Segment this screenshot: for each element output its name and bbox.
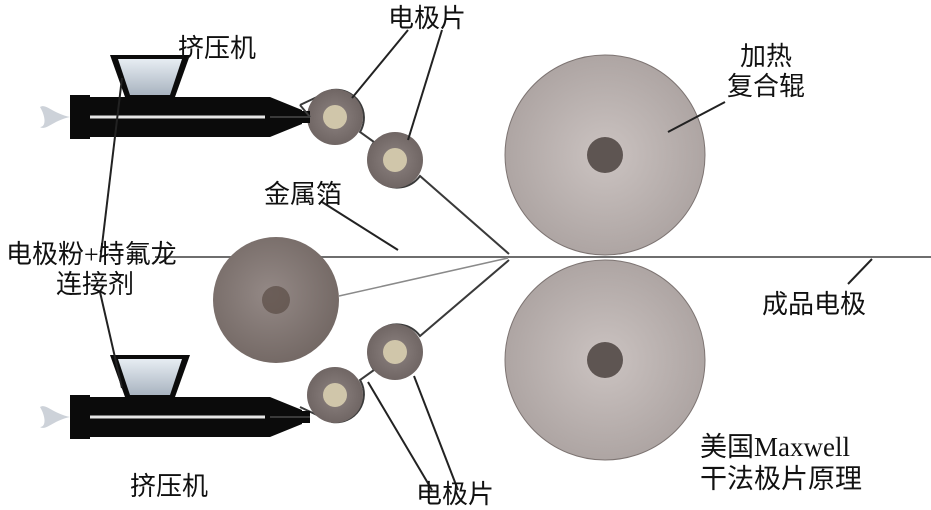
caption-l1: 美国Maxwell <box>700 432 850 463</box>
label-extruder-bottom: 挤压机 <box>130 472 208 502</box>
caption-l2: 干法极片原理 <box>700 464 862 495</box>
extruder-bottom <box>40 355 310 439</box>
heated-roller-bottom <box>505 260 705 460</box>
diagram-canvas: 挤压机 挤压机 电极片 电极片 金属箔 加热 复合辊 电极粉+特氟龙 连接剂 成… <box>0 0 931 510</box>
electrode-sheet-bottom-path <box>300 260 509 422</box>
label-finished-electrode: 成品电极 <box>762 290 866 320</box>
extruder-top <box>40 55 310 139</box>
label-metal-foil: 金属箔 <box>264 180 342 210</box>
guide-roller-1 <box>307 89 363 145</box>
label-extruder-top: 挤压机 <box>178 34 256 64</box>
guide-roller-3 <box>307 367 363 423</box>
extrudate-top <box>300 105 310 117</box>
label-heated-roller-l2: 复合辊 <box>727 72 805 102</box>
label-electrode-sheet-top: 电极片 <box>388 4 466 34</box>
foil-feed-line <box>339 258 508 296</box>
label-heated-roller-l1: 加热 <box>740 42 792 72</box>
electrode-sheet-top-path <box>300 90 509 254</box>
label-powder-l2: 连接剂 <box>56 270 134 300</box>
label-electrode-sheet-bottom: 电极片 <box>416 480 494 510</box>
label-powder-l1: 电极粉+特氟龙 <box>6 240 177 270</box>
guide-roller-4 <box>367 324 423 380</box>
guide-roller-2 <box>367 132 423 188</box>
heated-roller-top <box>505 55 705 255</box>
foil-supply-roll <box>213 237 339 363</box>
